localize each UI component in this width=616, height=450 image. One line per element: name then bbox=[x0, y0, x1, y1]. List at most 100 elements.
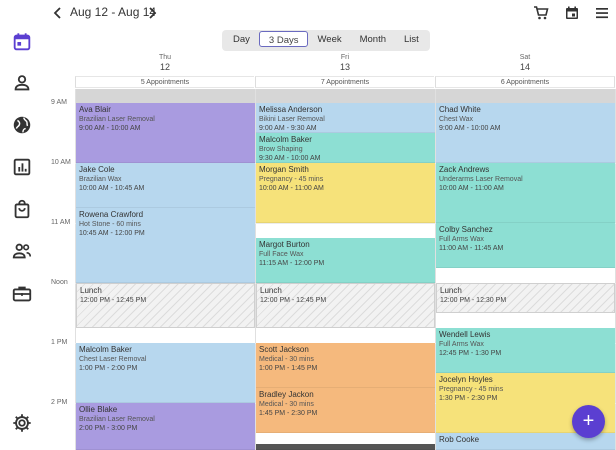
service-name: Underarms Laser Removal bbox=[439, 175, 523, 183]
day-number: 13 bbox=[339, 62, 350, 72]
service-name: Brazilian Laser Removal bbox=[79, 415, 155, 423]
chevron-left-icon[interactable] bbox=[51, 6, 65, 20]
hour-line bbox=[75, 223, 616, 224]
client-name: Melissa Anderson bbox=[259, 105, 323, 114]
appointment-time: 1:45 PM - 2:30 PM bbox=[259, 409, 318, 417]
appointment-time: 1:30 PM - 2:30 PM bbox=[439, 394, 498, 402]
service-name: Full Face Wax bbox=[259, 250, 304, 258]
service-name: Hot Stone - 60 mins bbox=[79, 220, 141, 228]
appointment-time: 10:45 AM - 12:00 PM bbox=[79, 229, 145, 237]
service-name: Medical - 30 mins bbox=[259, 400, 314, 408]
appointment-card[interactable]: Chad White Chest Wax 9:00 AM - 10:00 AM bbox=[436, 103, 615, 163]
day-header-sat: Sat 14 bbox=[435, 54, 615, 73]
tab-day[interactable]: Day bbox=[233, 34, 250, 45]
appointment-card[interactable]: Malcolm Baker Brow Shaping 9:30 AM - 10:… bbox=[256, 133, 435, 163]
globe-icon[interactable] bbox=[11, 114, 33, 136]
lunch-block[interactable]: Lunch 12:00 PM - 12:45 PM bbox=[76, 283, 255, 328]
calendar-icon[interactable] bbox=[11, 31, 33, 53]
appointment-card[interactable]: Morgan Smith Pregnancy - 45 mins 10:00 A… bbox=[256, 163, 435, 223]
day-number: 12 bbox=[159, 62, 170, 72]
lunch-label: Lunch bbox=[440, 286, 462, 295]
client-name: Malcolm Baker bbox=[259, 135, 312, 144]
shopping-bag-icon[interactable] bbox=[11, 198, 33, 220]
column-divider bbox=[255, 89, 256, 450]
appointment-card[interactable]: Colby Sanchez Full Arms Wax 11:00 AM - 1… bbox=[436, 223, 615, 268]
service-name: Medical - 30 mins bbox=[259, 355, 314, 363]
appointment-card[interactable]: Jake Cole Brazilian Wax 10:00 AM - 10:45… bbox=[76, 163, 255, 208]
appointment-card[interactable]: Ava Blair Brazilian Laser Removal 9:00 A… bbox=[76, 103, 255, 163]
appointment-card[interactable] bbox=[256, 444, 435, 450]
time-label: 2 PM bbox=[51, 399, 68, 406]
appointment-card[interactable]: Rowena Crawford Hot Stone - 60 mins 10:4… bbox=[76, 208, 255, 283]
client-name: Malcolm Baker bbox=[79, 345, 132, 354]
cart-icon[interactable] bbox=[533, 5, 549, 21]
day-number: 14 bbox=[519, 62, 530, 72]
service-name: Full Arms Wax bbox=[439, 340, 484, 348]
column-divider bbox=[75, 89, 76, 450]
service-name: Brazilian Wax bbox=[79, 175, 122, 183]
calendar-today-icon[interactable] bbox=[564, 5, 580, 21]
day-header-fri: Fri 13 bbox=[255, 54, 435, 73]
lunch-block[interactable]: Lunch 12:00 PM - 12:30 PM bbox=[436, 283, 615, 313]
time-label: 11 AM bbox=[51, 219, 71, 226]
appointment-card[interactable]: Margot Burton Full Face Wax 11:15 AM - 1… bbox=[256, 238, 435, 283]
appointment-count: 6 Appointments bbox=[435, 76, 615, 88]
appointment-time: 2:00 PM - 3:00 PM bbox=[79, 424, 138, 432]
appointment-count: 5 Appointments bbox=[75, 76, 254, 88]
client-name: Colby Sanchez bbox=[439, 225, 493, 234]
tab-list[interactable]: List bbox=[404, 34, 419, 45]
bar-chart-icon[interactable] bbox=[11, 156, 33, 178]
person-icon[interactable] bbox=[11, 72, 33, 94]
appointment-time: 10:00 AM - 11:00 AM bbox=[439, 184, 504, 192]
chevron-right-icon[interactable] bbox=[145, 6, 159, 20]
appointment-count: 7 Appointments bbox=[255, 76, 434, 88]
appointment-time: 9:30 AM - 10:00 AM bbox=[259, 154, 321, 162]
tab-3-days[interactable]: 3 Days bbox=[258, 31, 309, 47]
time-label: 1 PM bbox=[51, 339, 68, 346]
appointment-time: 9:00 AM - 10:00 AM bbox=[79, 124, 141, 132]
view-switcher: Day 3 Days Week Month List bbox=[222, 30, 430, 51]
lunch-label: Lunch bbox=[80, 286, 102, 295]
appointment-time: 1:00 PM - 2:00 PM bbox=[79, 364, 138, 372]
appointment-card[interactable]: Melissa Anderson Bikini Laser Removal 9:… bbox=[256, 103, 435, 133]
appointment-time: 1:00 PM - 1:45 PM bbox=[259, 364, 318, 372]
appointment-card[interactable]: Zack Andrews Underarms Laser Removal 10:… bbox=[436, 163, 615, 223]
client-name: Ava Blair bbox=[79, 105, 111, 114]
time-label: Noon bbox=[51, 279, 68, 286]
lunch-time: 12:00 PM - 12:30 PM bbox=[440, 296, 507, 304]
tab-week[interactable]: Week bbox=[317, 34, 342, 45]
lunch-time: 12:00 PM - 12:45 PM bbox=[260, 296, 327, 304]
tab-month[interactable]: Month bbox=[359, 34, 387, 45]
lunch-block[interactable]: Lunch 12:00 PM - 12:45 PM bbox=[256, 283, 435, 328]
appointment-time: 9:00 AM - 9:30 AM bbox=[259, 124, 317, 132]
menu-icon[interactable] bbox=[594, 5, 610, 21]
time-label: 9 AM bbox=[51, 99, 67, 106]
date-range: Aug 12 - Aug 14 bbox=[70, 5, 157, 19]
client-name: Scott Jackson bbox=[259, 345, 309, 354]
client-name: Ollie Blake bbox=[79, 405, 118, 414]
appointment-card[interactable]: Bradley Jackon Medical - 30 mins 1:45 PM… bbox=[256, 388, 435, 433]
appointment-time: 11:00 AM - 11:45 AM bbox=[439, 244, 504, 252]
group-icon[interactable] bbox=[11, 240, 33, 262]
client-name: Margot Burton bbox=[259, 240, 310, 249]
day-name: Fri bbox=[340, 54, 350, 61]
client-name: Jake Cole bbox=[79, 165, 115, 174]
appointment-card[interactable]: Wendell Lewis Full Arms Wax 12:45 PM - 1… bbox=[436, 328, 615, 373]
appointment-card[interactable]: Scott Jackson Medical - 30 mins 1:00 PM … bbox=[256, 343, 435, 388]
appointment-card[interactable]: Ollie Blake Brazilian Laser Removal 2:00… bbox=[76, 403, 255, 450]
appointment-card[interactable]: Malcolm Baker Chest Laser Removal 1:00 P… bbox=[76, 343, 255, 403]
client-name: Chad White bbox=[439, 105, 481, 114]
appointment-time: 10:00 AM - 10:45 AM bbox=[79, 184, 145, 192]
top-bar: Aug 12 - Aug 14 bbox=[46, 0, 616, 28]
appointment-time: 12:45 PM - 1:30 PM bbox=[439, 349, 502, 357]
appointment-time: 9:00 AM - 10:00 AM bbox=[439, 124, 501, 132]
service-name: Brazilian Laser Removal bbox=[79, 115, 155, 123]
service-name: Full Arms Wax bbox=[439, 235, 484, 243]
plus-icon: + bbox=[582, 410, 595, 432]
briefcase-icon[interactable] bbox=[11, 283, 33, 305]
service-name: Pregnancy - 45 mins bbox=[259, 175, 324, 183]
client-name: Morgan Smith bbox=[259, 165, 309, 174]
service-name: Chest Wax bbox=[439, 115, 473, 123]
add-appointment-button[interactable]: + bbox=[572, 405, 605, 438]
settings-gear-icon[interactable] bbox=[11, 412, 33, 434]
